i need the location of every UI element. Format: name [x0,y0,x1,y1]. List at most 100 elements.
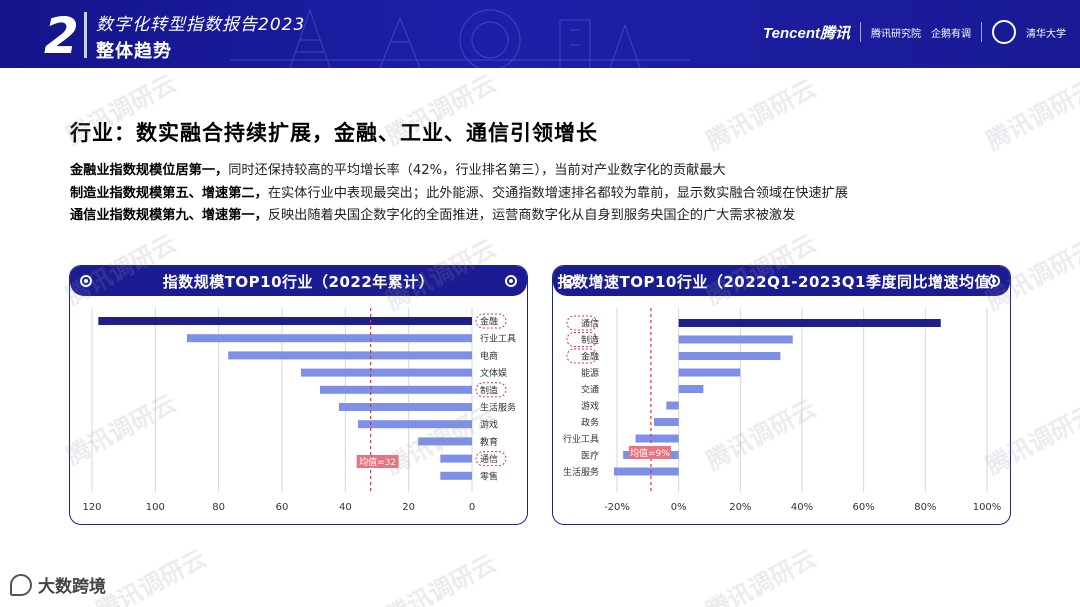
x-tick-label: 100 [146,502,165,513]
report-title: 数字化转型指数报告2023 [96,15,306,35]
target-icon [563,275,575,287]
section-divider [84,12,87,58]
brand-icon [10,573,32,596]
watermark: 腾讯调研云 [381,549,501,607]
bar [301,368,472,377]
category-label: 电商 [480,350,498,362]
highlight-ring [475,382,507,398]
logo-divider [981,22,982,42]
header-logos: Tencent腾讯 腾讯研究院 企鹅有调 清华大学 [763,20,1066,44]
chart-panel-growth: 指数增速TOP10行业（2022Q1-2023Q1季度同比增速均值） -20% 0… [552,265,1011,525]
category-label: 金融 [581,351,599,363]
scale-bar-chart: 120 100 80 60 40 20 0 金融行业工具电商文体娱制造生活服务游戏教育通信零售… [82,308,516,513]
page-headline: 行业：数实融合持续扩展，金融、工业、通信引领增长 [70,121,598,145]
growth-bar-chart: -20% 0% 20% 40% 60% 80% 100% 通信制造金融能源交通游戏政务行业工具… [563,308,1002,513]
category-label: 文体娱 [480,367,507,379]
bar [678,368,741,377]
x-tick-label: 60% [853,502,875,513]
highlight-ring [475,313,507,329]
bullet-bold: 通信业指数规模第九、增速第一， [70,208,268,223]
section-title: 整体趋势 [96,41,172,62]
bar [358,420,472,429]
bar [666,401,679,410]
bar [678,352,781,360]
bullet-bold: 金融业指数规模位居第一， [70,163,229,178]
category-label: 游戏 [581,400,599,412]
penguin-survey-logo: 企鹅有调 [931,28,971,40]
bar [440,471,472,480]
highlight-ring [566,348,598,364]
footer-brand: 大数跨境 [10,572,106,597]
header-banner: 2 数字化转型指数报告2023 整体趋势 Tencent腾讯 腾讯研究院 企鹅有… [0,0,1080,68]
bar [339,403,472,411]
target-icon [988,275,1000,287]
logo-divider [860,22,861,42]
tencent-logo: Tencent腾讯 [763,24,850,42]
watermark: 腾讯调研云 [701,74,821,156]
tencent-research-logo: 腾讯研究院 [871,28,921,40]
watermark: 腾讯调研云 [701,544,821,607]
bullet-bold: 制造业指数规模第五、增速第二， [70,185,268,201]
category-label: 金融 [480,316,498,328]
bullet-line: 通信业指数规模第九、增速第一，反映出随着央国企数字化的全面推进，运营商数字化从自… [70,205,848,228]
bar [187,334,472,343]
watermark: 腾讯调研云 [91,544,211,607]
university-logo: 清华大学 [1026,28,1066,40]
x-tick-label: 40 [339,502,352,513]
bullet-text: 同时还保持较高的平均增长率（42%，行业排名第三），当前对产业数字化的贡献最大 [228,163,726,178]
highlight-ring [566,332,598,347]
bar [320,385,472,394]
bar [678,335,793,344]
target-icon [505,275,517,287]
bar [98,317,472,325]
chart-title: 指数规模TOP10行业（2022年累计） [162,272,435,291]
highlight-ring [475,451,507,467]
category-label: 通信 [581,318,599,330]
x-tick-label: 60 [276,502,289,513]
city-skyline-decoration [230,8,690,68]
category-label: 生活服务 [563,466,599,478]
bar [440,454,472,463]
bar [678,319,941,327]
target-icon [80,275,92,287]
mean-label: 均值=9% [630,447,670,459]
mean-label-box [356,455,399,468]
bar [635,434,679,443]
summary-bullets: 金融业指数规模位居第一，同时还保持较高的平均增长率（42%，行业排名第三），当前… [70,160,848,228]
bullet-line: 金融业指数规模位居第一，同时还保持较高的平均增长率（42%，行业排名第三），当前… [70,160,848,183]
chart-panel-scale: 指数规模TOP10行业（2022年累计） 120 100 80 60 40 20 0 金融行业… [69,265,528,525]
category-label: 交通 [581,384,599,396]
category-label: 教育 [480,436,498,448]
bar [228,351,472,360]
watermark: 腾讯调研云 [981,74,1080,156]
footer-brand-text: 大数跨境 [38,577,106,597]
category-label: 行业工具 [563,433,599,445]
x-tick-label: 100% [973,502,1002,513]
bar [654,418,679,426]
category-label: 制造 [480,384,498,396]
x-tick-label: 0% [671,502,687,513]
category-label: 医疗 [581,450,599,462]
x-tick-label: 20 [402,502,415,513]
category-label: 行业工具 [480,333,516,345]
bar [418,437,472,446]
category-label: 生活服务 [480,402,516,414]
x-tick-label: 80 [212,502,225,513]
category-label: 政务 [581,417,599,429]
x-tick-label: 80% [914,502,936,513]
bar [678,385,704,393]
chart-header: 指数规模TOP10行业（2022年累计） [70,266,527,296]
category-label: 能源 [581,367,599,379]
x-tick-label: 120 [82,502,101,513]
mean-label-box [628,446,671,459]
chart-title: 指数增速TOP10行业（2022Q1-2023Q1季度同比增速均值） [557,272,1006,291]
x-tick-label: 40% [791,502,813,513]
x-tick-label: 0 [469,502,475,513]
x-tick-label: -20% [604,502,630,513]
category-label: 零售 [480,470,498,482]
category-label: 制造 [581,334,599,346]
bullet-text: 反映出随着央国企数字化的全面推进，运营商数字化从自身到服务央国企的广大需求被激发 [267,208,796,223]
mean-label: 均值=32 [359,456,396,468]
chart-header: 指数增速TOP10行业（2022Q1-2023Q1季度同比增速均值） [553,266,1010,296]
category-label: 通信 [480,453,498,465]
